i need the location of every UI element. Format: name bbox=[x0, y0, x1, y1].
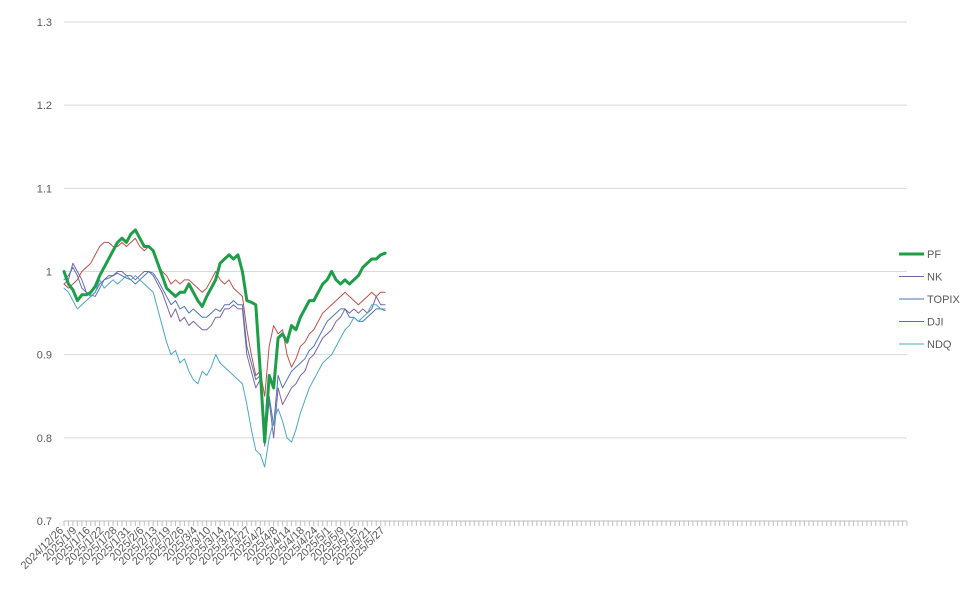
y-tick-label: 1.1 bbox=[37, 183, 52, 195]
legend-label-topix: TOPIX bbox=[927, 294, 960, 306]
y-tick-label: 1.2 bbox=[37, 100, 52, 112]
legend-label-pf: PF bbox=[927, 249, 941, 261]
legend: PF NK TOPIX DJI NDQ bbox=[899, 249, 960, 351]
y-tick-label: 1.3 bbox=[37, 17, 52, 29]
legend-label-dji: DJI bbox=[927, 317, 944, 329]
gridlines bbox=[64, 21, 907, 439]
series-line-dji bbox=[63, 237, 386, 397]
legend-label-ndq: NDQ bbox=[927, 339, 952, 351]
series-line-topix bbox=[63, 266, 386, 439]
series-line-nk bbox=[63, 262, 386, 447]
y-tick-label: 0.7 bbox=[37, 516, 52, 528]
y-tick-label: 0.9 bbox=[37, 350, 52, 362]
y-tick-label: 0.8 bbox=[37, 433, 52, 445]
series-line-ndq bbox=[63, 275, 386, 468]
series-line-pf bbox=[62, 228, 387, 444]
y-tick-label: 1 bbox=[46, 267, 52, 279]
y-axis: 0.7 0.8 0.9 1 1.1 1.2 1.3 bbox=[37, 17, 52, 528]
x-axis: 2024/12/262025/1/92025/1/162025/1/222025… bbox=[19, 520, 908, 572]
series-lines bbox=[62, 228, 387, 468]
legend-label-nk: NK bbox=[927, 272, 943, 284]
